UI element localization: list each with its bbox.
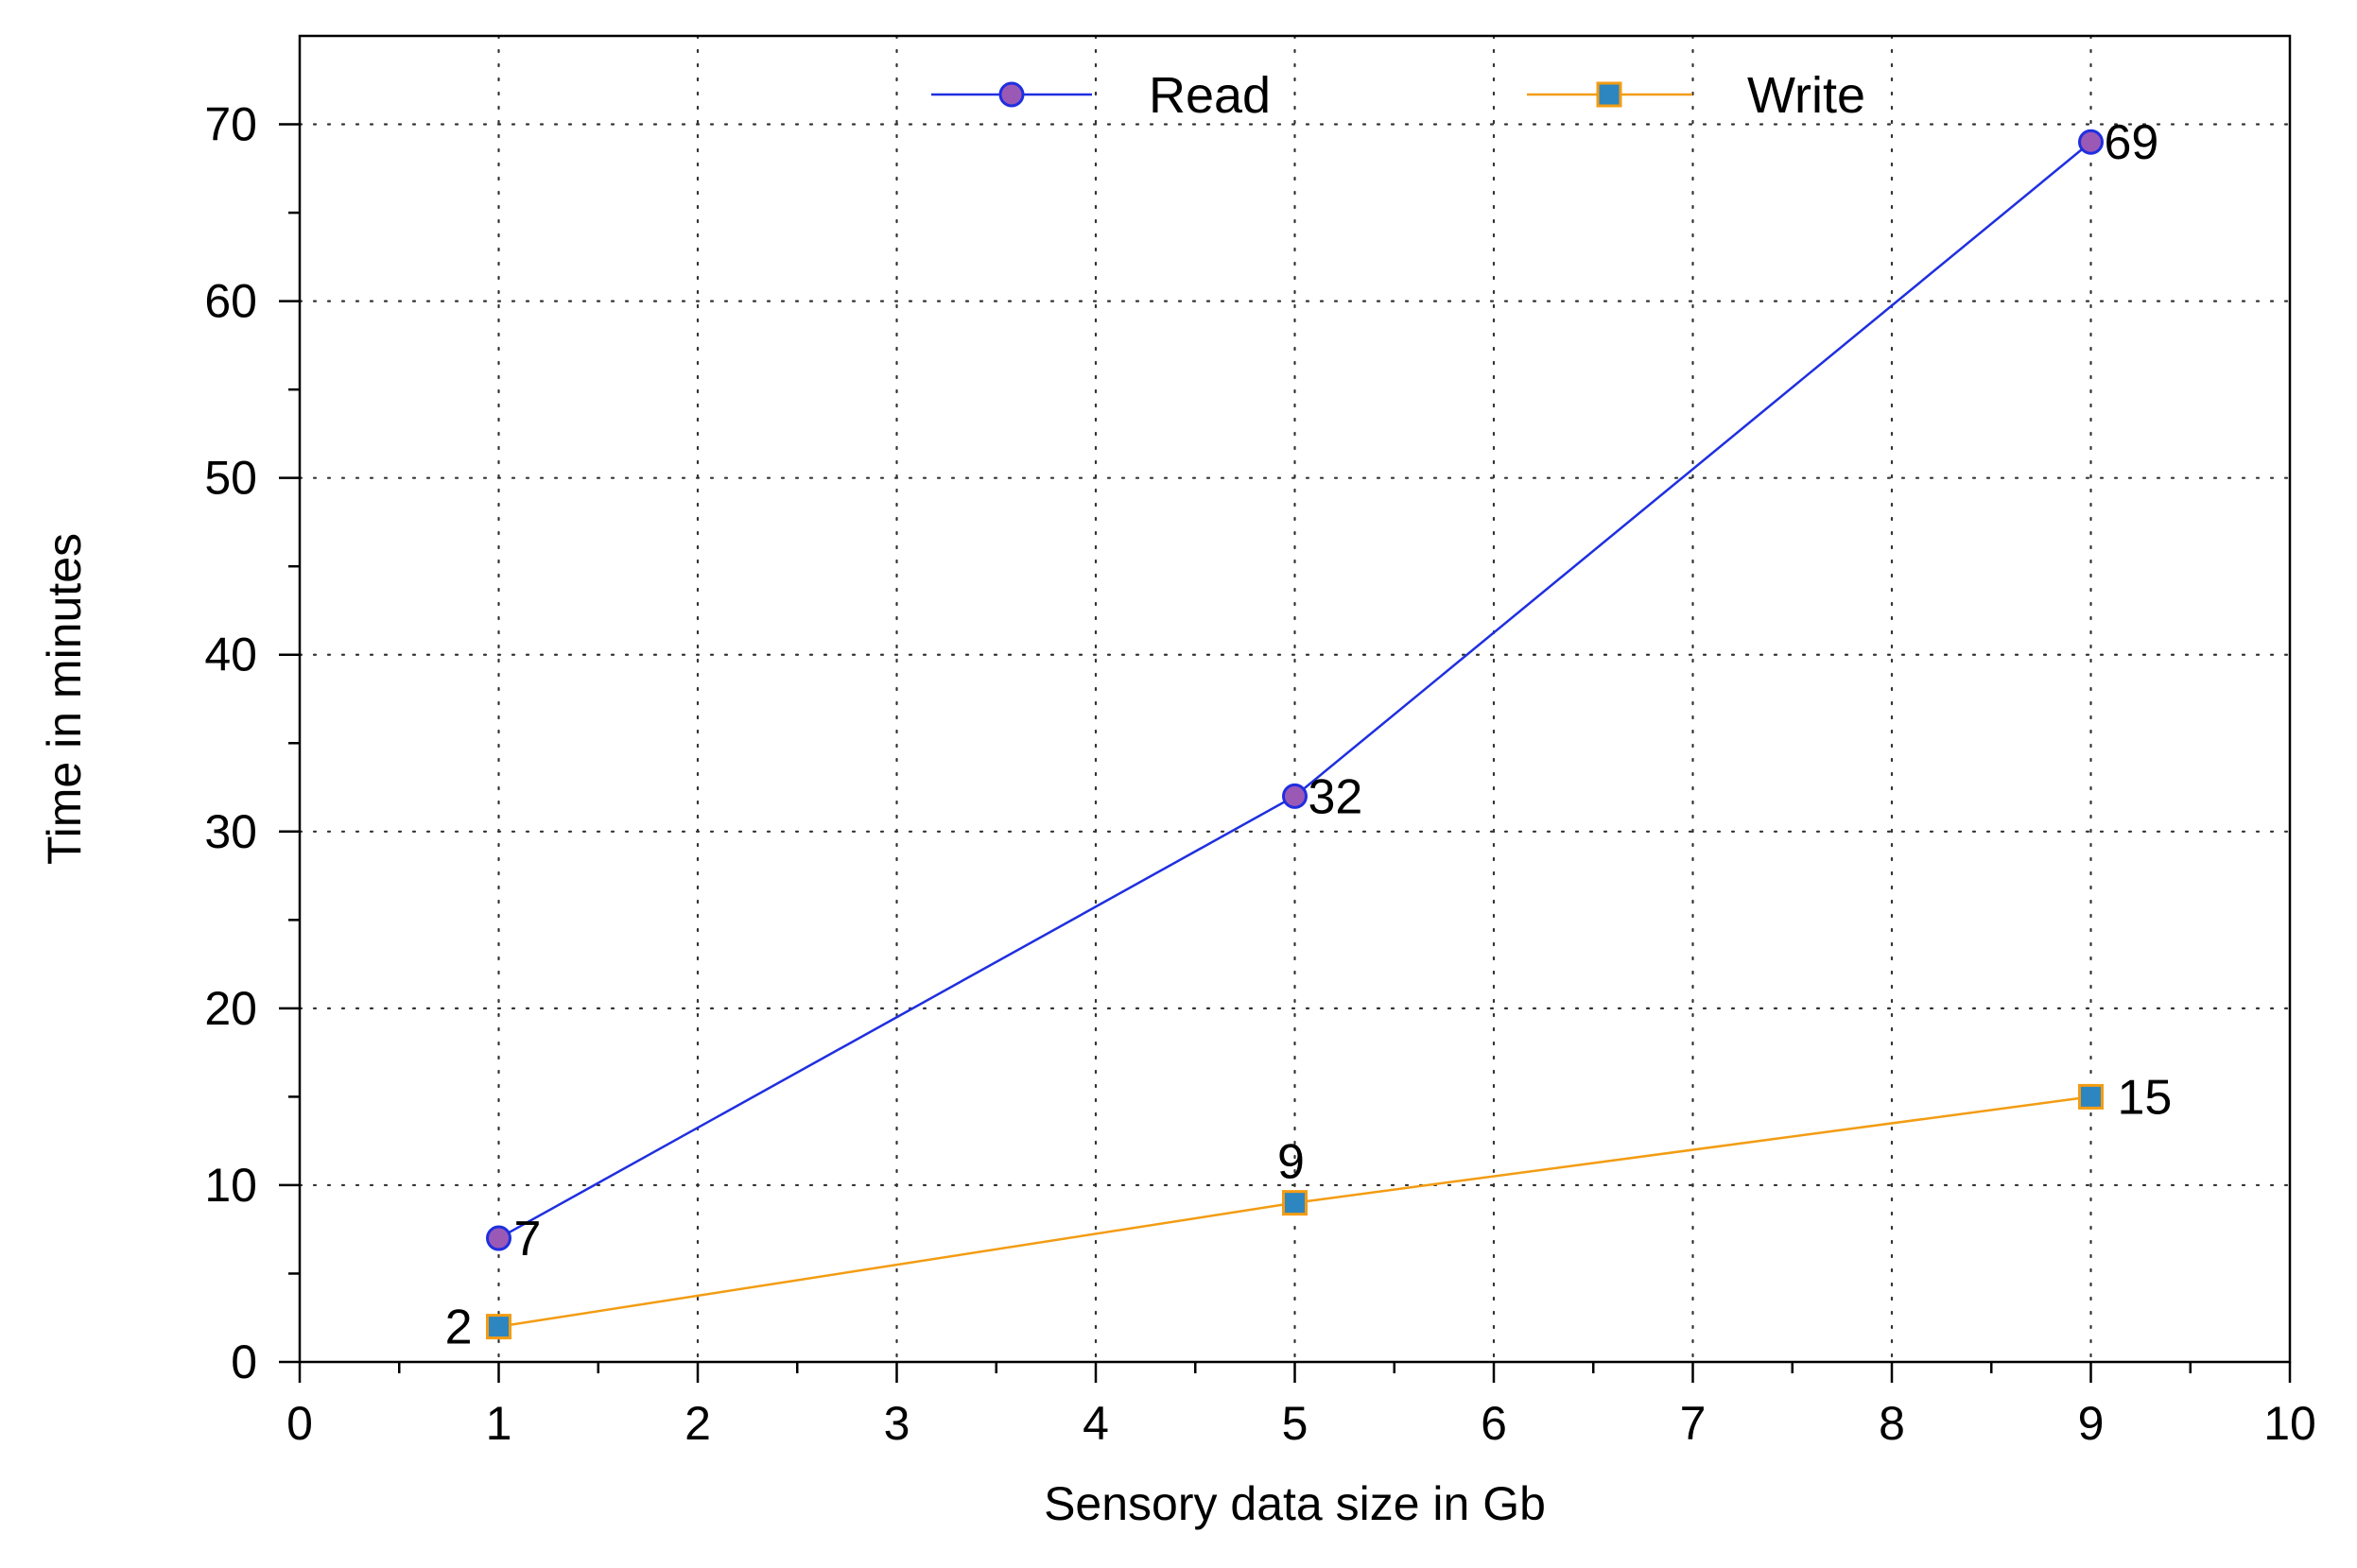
data-point-write <box>2078 1083 2104 1110</box>
grid <box>298 34 2292 1364</box>
y-tick-label: 40 <box>204 629 257 681</box>
legend-label-read: Read <box>1149 67 1271 124</box>
data-label-read: 32 <box>1308 769 1363 824</box>
legend-label-write: Write <box>1747 67 1865 124</box>
x-tick-label: 6 <box>1481 1397 1507 1450</box>
y-tick-label: 50 <box>204 452 257 505</box>
series-write: 2 9 15 <box>445 1070 2173 1354</box>
y-tick-label: 10 <box>204 1159 257 1212</box>
legend-item-read: Read <box>931 67 1271 124</box>
x-tick-label: 10 <box>2263 1397 2316 1450</box>
x-tick-label: 8 <box>1879 1397 1905 1450</box>
data-label-write: 2 <box>445 1301 473 1355</box>
data-point-write <box>1282 1190 1308 1216</box>
y-tick-label: 30 <box>204 805 257 858</box>
x-tick-label: 3 <box>884 1397 910 1450</box>
data-point-read <box>1282 783 1308 809</box>
y-tick-label: 0 <box>231 1335 257 1388</box>
y-tick-label: 60 <box>204 275 257 328</box>
x-axis-title: Sensory data size in Gb <box>1044 1477 1546 1530</box>
data-label-write: 9 <box>1277 1135 1305 1190</box>
data-point-write <box>486 1314 511 1340</box>
y-axis-title: Time in minutes <box>38 533 91 865</box>
x-tick-label: 0 <box>286 1397 313 1450</box>
series-read: 7 32 69 <box>486 115 2159 1266</box>
y-tick-label: 70 <box>204 98 257 151</box>
x-tick-label: 1 <box>486 1397 512 1450</box>
legend: Read Write <box>931 67 1865 124</box>
data-point-read <box>2078 129 2104 155</box>
series-layer: 7 32 69 2 9 15 <box>445 115 2173 1354</box>
data-label-read: 7 <box>514 1212 542 1266</box>
legend-marker-circle <box>998 81 1025 108</box>
legend-marker-square <box>1596 81 1622 108</box>
x-tick-label: 9 <box>2078 1397 2105 1450</box>
x-tick-label: 2 <box>685 1397 711 1450</box>
data-label-read: 69 <box>2105 115 2159 170</box>
data-label-write: 15 <box>2118 1070 2173 1125</box>
y-tick-label: 20 <box>204 982 257 1035</box>
x-tick-label: 4 <box>1083 1397 1109 1450</box>
x-tick-label: 7 <box>1680 1397 1707 1450</box>
x-tick-label: 5 <box>1282 1397 1308 1450</box>
legend-item-write: Write <box>1527 67 1865 124</box>
data-point-read <box>486 1225 511 1251</box>
